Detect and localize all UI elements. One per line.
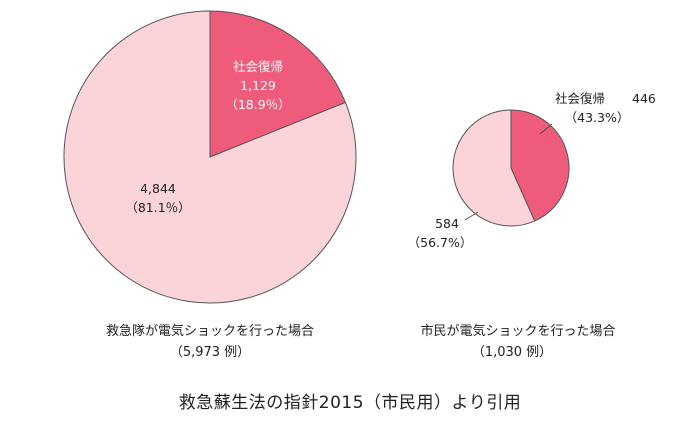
pie1-other-value: 4,844	[140, 181, 176, 196]
pie2-caption-count: （1,030 例）	[472, 345, 552, 360]
pie2-slice-other	[452, 109, 536, 227]
pie-chart-ems	[63, 10, 357, 304]
pie2-recovery-leader-line	[539, 123, 553, 135]
pie2-recovery-value: 446	[632, 91, 656, 106]
pie1-other-percent: （81.1％）	[125, 200, 190, 215]
source-citation: 救急蘇生法の指針2015（市民用）より引用	[179, 393, 521, 413]
pie1-recovery-value: 1,129	[240, 78, 276, 93]
pie2-other-value: 584	[435, 216, 459, 231]
pie1-caption-count: （5,973 例）	[170, 345, 250, 360]
pie1-slice-other	[63, 10, 357, 304]
pie2-slice-recovery	[510, 109, 570, 222]
pie1-caption: 救急隊が電気ショックを行った場合	[106, 323, 314, 339]
pie2-other-percent: （56.7%）	[408, 235, 473, 250]
pie2-recovery-percent: （43.3%）	[565, 110, 630, 125]
pie2-other-leader-line	[464, 211, 479, 221]
pie1-recovery-percent: （18.9％）	[225, 97, 290, 112]
pie1-slice-recovery	[209, 10, 346, 158]
pie2-recovery-name: 社会復帰	[555, 91, 605, 106]
pie-chart-citizen	[452, 109, 570, 227]
pie2-caption: 市民が電気ショックを行った場合	[420, 323, 615, 339]
pie1-recovery-name: 社会復帰	[233, 59, 283, 74]
